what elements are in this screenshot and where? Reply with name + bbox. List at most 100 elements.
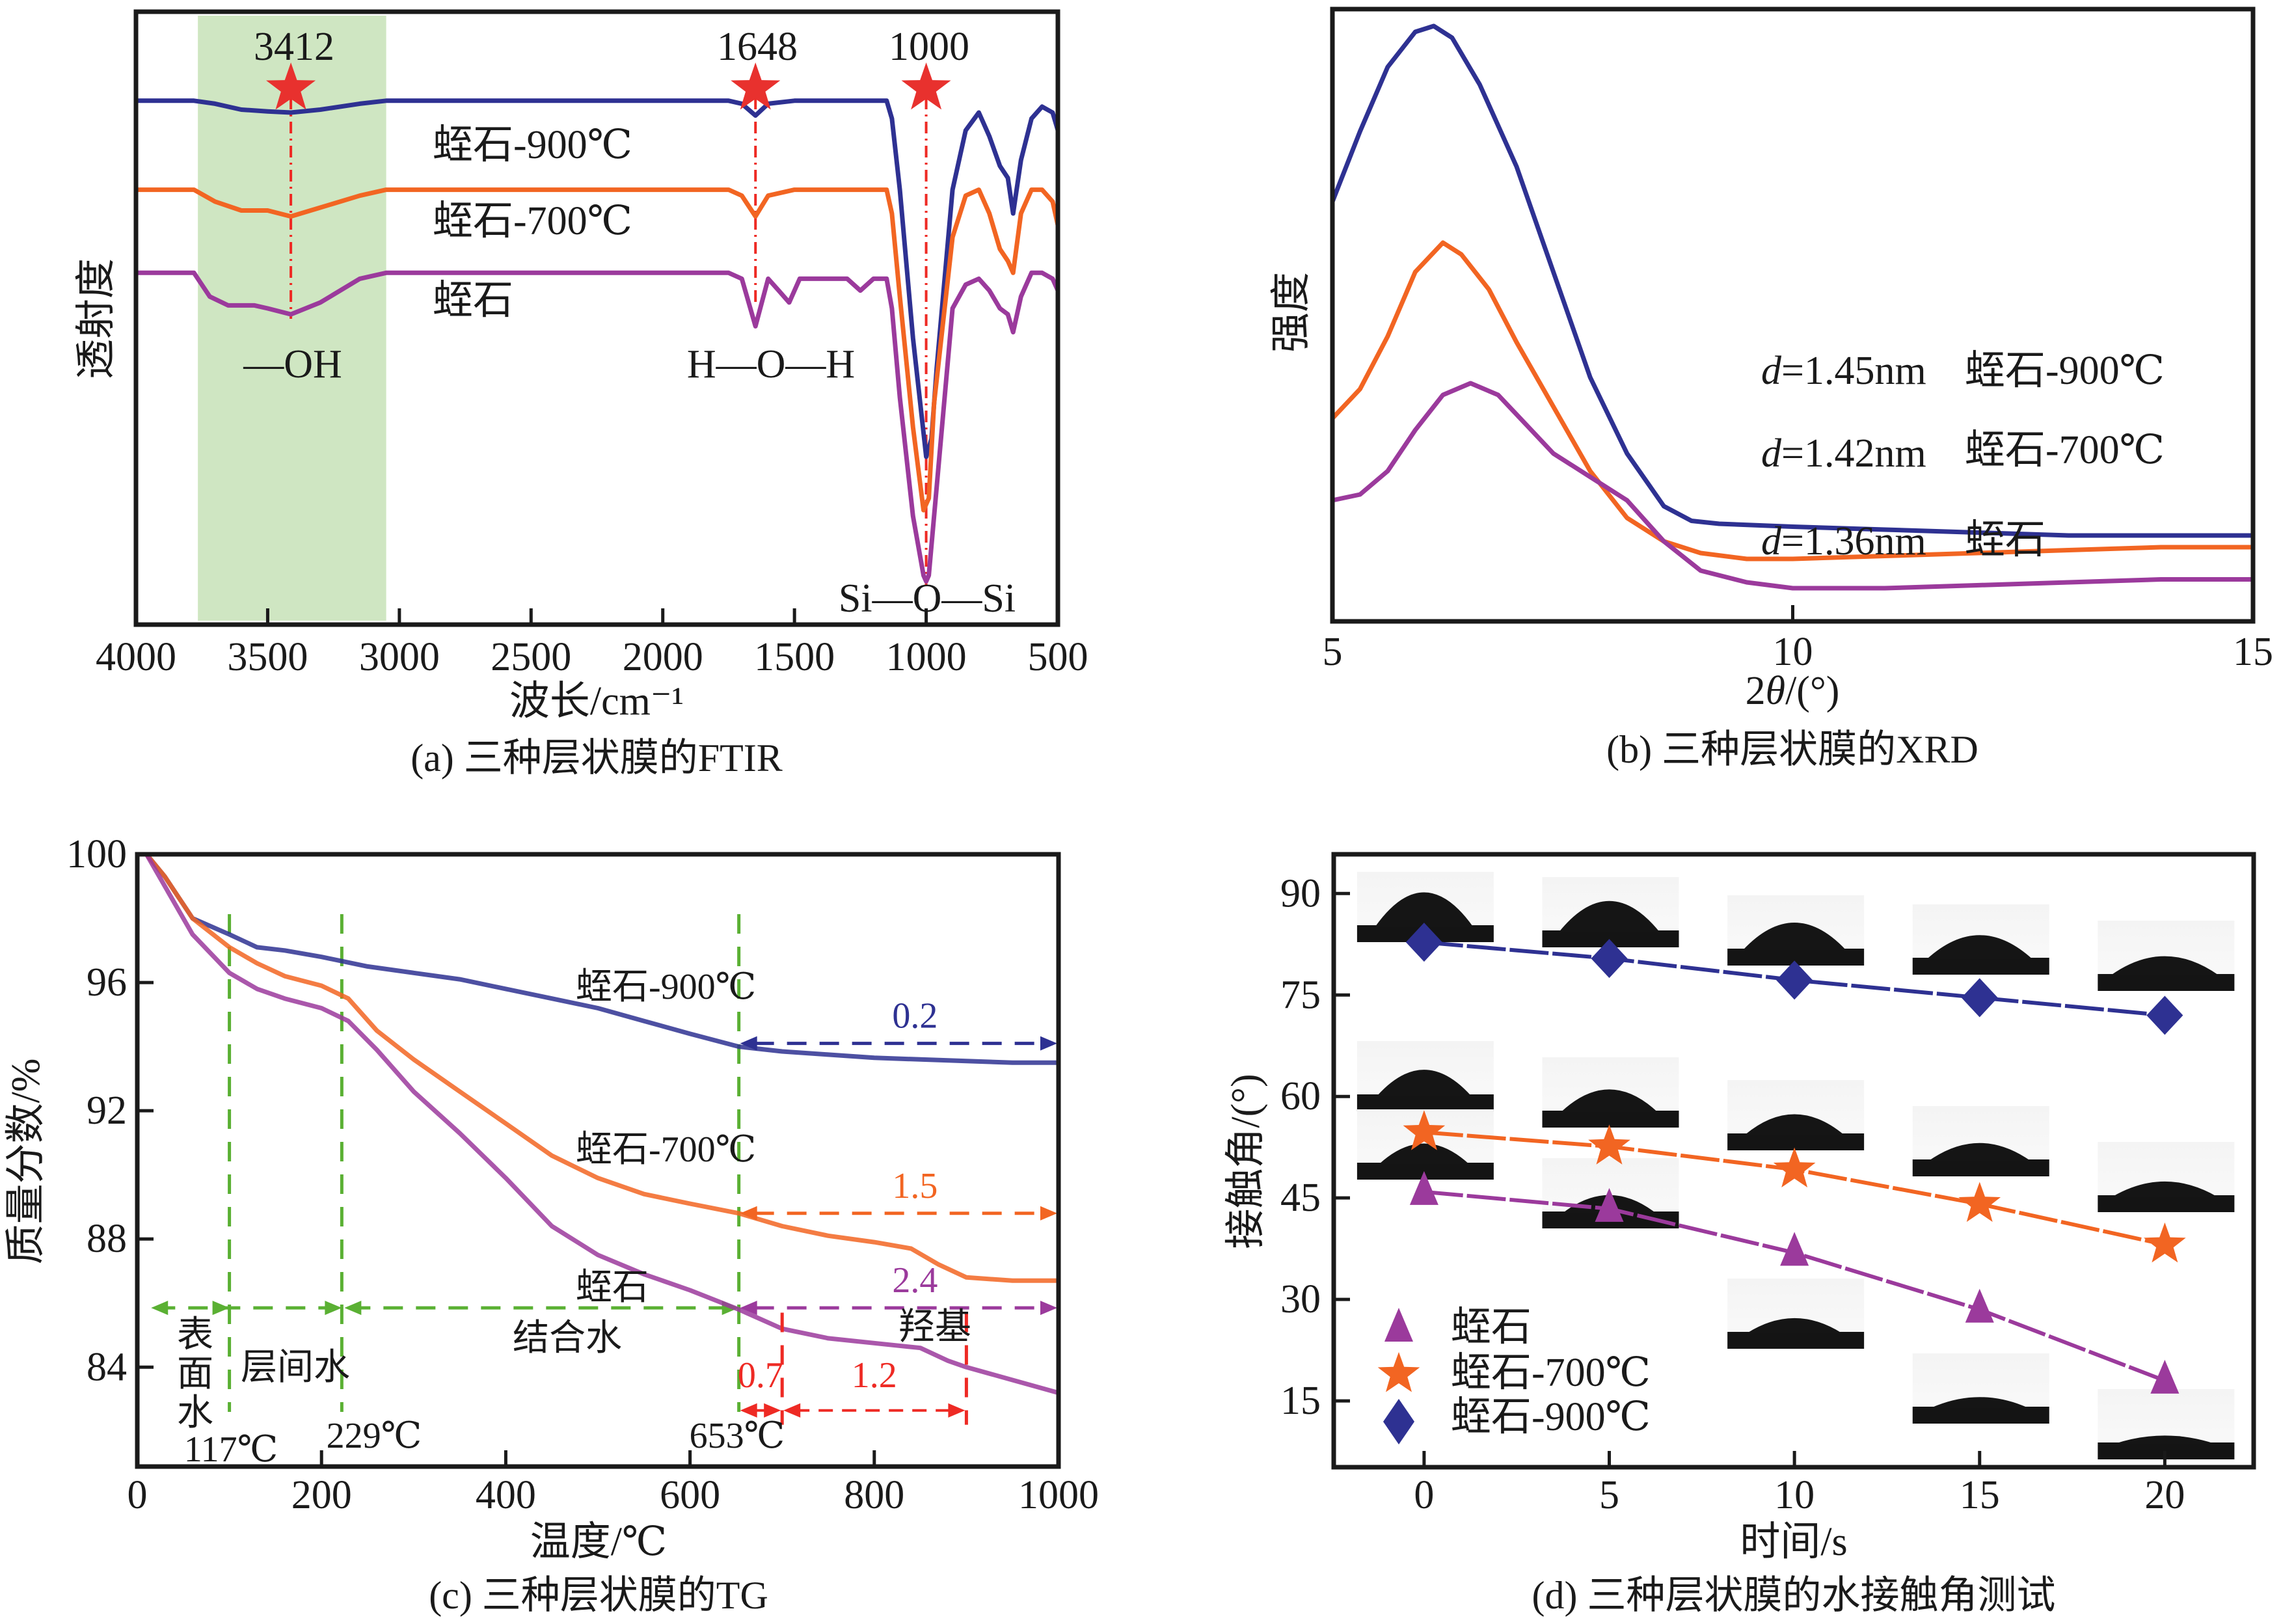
series-markers <box>1403 923 2186 1394</box>
x-tick-label: 2500 <box>491 635 571 679</box>
droplet-image <box>1727 1080 1865 1150</box>
droplet-substrate <box>1912 958 2049 975</box>
arrow-head <box>212 1301 230 1316</box>
legend: 蛭石 蛭石-700℃ 蛭石-900℃ <box>1377 1305 1651 1444</box>
star-marker <box>2144 1222 2186 1263</box>
ftir-line-蛭石 <box>136 270 1060 584</box>
plot-frame <box>133 9 1060 627</box>
y-tick-label: 75 <box>1280 973 1321 1017</box>
droplet-image <box>2098 921 2235 991</box>
x-axis-label: 时间/s <box>1740 1520 1847 1564</box>
y-axis-label: 强度 <box>1269 272 1314 353</box>
x-tick-label: 3500 <box>227 635 308 679</box>
arrow-head <box>783 1403 801 1418</box>
arrow-head <box>151 1301 169 1316</box>
x-tick-label: 5 <box>1599 1473 1619 1517</box>
legend-diamond-icon <box>1383 1399 1414 1444</box>
droplet-shape <box>2111 956 2219 975</box>
star-marker <box>1588 1124 1630 1165</box>
droplet-substrate <box>1727 1133 1865 1150</box>
droplet-shape <box>1747 1318 1842 1333</box>
series-label-700: 蛭石-700℃ <box>1965 428 2165 472</box>
star-icon <box>731 62 781 110</box>
loss-value: 1.5 <box>892 1166 938 1206</box>
diamond-marker <box>1405 923 1442 962</box>
droplet-shape <box>1379 1143 1469 1164</box>
panel-b-xrd: 5 10 15 d=1.45nm 蛭石-900℃ d=1.42nm 蛭石-700℃ … <box>1269 7 2273 771</box>
x-tick-label: 15 <box>2233 630 2273 674</box>
arrow-head <box>740 1403 757 1418</box>
x-tick-label: 10 <box>1774 1473 1815 1517</box>
x-tick-label: 1000 <box>1018 1473 1099 1517</box>
x-tick-label: 500 <box>1028 635 1088 679</box>
droplet-substrate <box>1542 1111 1679 1128</box>
group-label-hoh: H—O—H <box>687 342 855 386</box>
droplet-shape <box>2114 1435 2215 1444</box>
ftir-curves <box>136 98 1060 584</box>
droplet-shape <box>1926 935 2032 959</box>
region-label-surface-3: 水 <box>177 1393 213 1433</box>
series-label-700: 蛭石-700℃ <box>576 1130 756 1170</box>
loss-value: 2.4 <box>892 1260 938 1301</box>
droplet-image <box>1542 877 1679 947</box>
d-label-raw: d=1.36nm <box>1761 519 1926 563</box>
y-tick-label: 96 <box>87 960 127 1005</box>
x-tick-label: 2000 <box>623 635 703 679</box>
x-tick-label: 4000 <box>96 635 176 679</box>
group-label-oh: —OH <box>243 342 342 386</box>
ftir-line-蛭石-900℃ <box>136 98 1060 459</box>
diamond-marker <box>1961 978 1998 1018</box>
temp-label-653: 653℃ <box>690 1416 785 1456</box>
loss-annotations: 0.2 1.5 2.4 0.7 1.2 <box>738 996 1057 1425</box>
arrow-head <box>344 1301 362 1316</box>
x-tick-label: 20 <box>2144 1473 2185 1517</box>
red-value: 1.2 <box>852 1355 897 1396</box>
diamond-marker <box>2146 995 2183 1035</box>
region-label-interlayer: 层间水 <box>241 1347 350 1388</box>
star-marker <box>1958 1182 2001 1222</box>
droplet-images <box>1356 872 2235 1459</box>
caption-d: (d) 三种层状膜的水接触角测试 <box>1532 1574 2056 1617</box>
arrow-head <box>948 1403 965 1418</box>
arrow-head <box>740 1301 757 1316</box>
arrow-head <box>740 1206 757 1221</box>
caption-c: (c) 三种层状膜的TG <box>429 1574 768 1617</box>
legend-label-700: 蛭石-700℃ <box>1451 1351 1651 1395</box>
axis-ticks: 0 200 400 600 800 1000 100 96 92 88 84 <box>66 832 1099 1517</box>
droplet-substrate <box>2098 1195 2235 1212</box>
x-tick-label: 800 <box>844 1473 904 1517</box>
xrd-line-蛭石-900℃ <box>1330 23 2253 538</box>
legend-triangle-icon <box>1384 1308 1413 1342</box>
x-ticks: 5 10 15 <box>1323 605 2273 674</box>
y-tick-label: 92 <box>87 1089 127 1133</box>
y-tick-label: 100 <box>66 832 127 876</box>
droplet-substrate <box>1356 1094 1494 1111</box>
droplet-image <box>2098 1142 2235 1212</box>
x-tick-label: 1500 <box>754 635 835 679</box>
y-tick-label: 88 <box>87 1217 127 1261</box>
droplet-image <box>1727 1279 1865 1349</box>
triangle-marker <box>1965 1288 1994 1323</box>
star-marker <box>1773 1147 1816 1187</box>
d-label-700: d=1.42nm <box>1761 431 1926 476</box>
y-tick-label: 45 <box>1280 1176 1321 1220</box>
x-tick-label: 600 <box>660 1473 720 1517</box>
arrow-head <box>1040 1206 1057 1221</box>
x-axis-label: 2θ/(°) <box>1746 669 1840 713</box>
y-tick-label: 60 <box>1280 1074 1321 1118</box>
droplet-shape <box>1743 923 1846 950</box>
legend-label-raw: 蛭石 <box>1451 1305 1532 1349</box>
arrow-head <box>325 1301 342 1316</box>
x-tick-label: 400 <box>476 1473 536 1517</box>
droplet-image <box>1727 895 1865 966</box>
droplet-shape <box>1377 1070 1471 1096</box>
star-marker <box>1403 1110 1446 1150</box>
xrd-line-蛭石-700℃ <box>1330 240 2253 562</box>
x-tick-label: 5 <box>1323 630 1343 674</box>
temp-label-229: 229℃ <box>327 1416 422 1456</box>
droplet-shape <box>1928 1143 2031 1161</box>
xrd-curves <box>1330 23 2253 591</box>
red-value: 0.7 <box>738 1355 783 1396</box>
